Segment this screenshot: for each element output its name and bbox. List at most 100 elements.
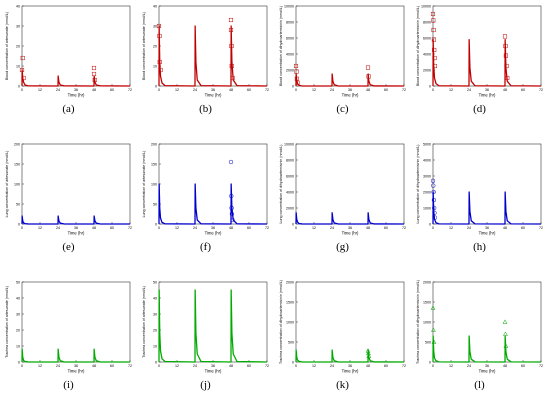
- y-tick-label: 0: [18, 223, 20, 227]
- x-tick-label: 36: [348, 226, 352, 230]
- series-line: [158, 289, 268, 363]
- x-tick-label: 60: [110, 364, 114, 368]
- y-tick-label: 30: [153, 25, 157, 29]
- data-point: [503, 53, 508, 58]
- y-tick-label: 50: [16, 203, 20, 207]
- x-tick-label: 12: [175, 226, 179, 230]
- y-axis-label: Trachea concentration of artesunate (nmo…: [5, 286, 9, 358]
- x-tick-label: 12: [449, 364, 453, 368]
- y-tick-label: 10000: [284, 5, 294, 9]
- x-tick-label: 12: [449, 226, 453, 230]
- y-tick-label: 5000: [423, 143, 431, 147]
- y-tick-label: 0: [155, 85, 157, 89]
- chart-panel-i: 0 10 20 30 40 50 0 12 24 36 48 60 72 Time (hr) Trachea…: [0, 276, 137, 414]
- y-tick-label: 2000: [423, 69, 431, 73]
- y-tick-label: 4000: [423, 53, 431, 57]
- data-point: [293, 63, 299, 69]
- y-tick-label: 40: [153, 297, 157, 301]
- y-tick-label: 0: [429, 85, 431, 89]
- data-point: [157, 33, 162, 39]
- chart-panel-e: 0 50 100 150 200 0 12 24 36 48 60 72 Time (hr) Lung c…: [0, 138, 137, 276]
- plot-frame: [432, 143, 542, 225]
- data-point: [91, 65, 97, 71]
- data-point: [229, 43, 234, 49]
- x-tick-label: 72: [128, 88, 132, 92]
- data-point: [432, 215, 438, 220]
- data-point: [228, 27, 234, 33]
- chart-panel-k: 0 500 1000 1500 2000 0 12 24 36 48 60 72 Time (hr) Tr…: [274, 276, 411, 414]
- x-tick-label: 24: [56, 88, 60, 92]
- y-tick-label: 0: [429, 223, 431, 227]
- x-tick-label: 72: [539, 88, 543, 92]
- x-tick-label: 36: [485, 364, 489, 368]
- plot-frame: [295, 5, 405, 87]
- y-axis-label: Blood concentration of artesunate (nmol/…: [142, 12, 146, 80]
- x-tick-label: 24: [56, 364, 60, 368]
- y-axis-label: Blood concentration of artesunate (nmol/…: [5, 12, 9, 80]
- x-tick-label: 0: [158, 364, 160, 368]
- y-tick-label: 4000: [286, 53, 294, 57]
- chart-panel-h: 0 1000 2000 3000 4000 5000 0 12 24 36 48 60 72 Time (…: [411, 138, 548, 276]
- x-tick-label: 12: [175, 364, 179, 368]
- panel-letter: (f): [200, 241, 211, 253]
- x-tick-label: 24: [467, 88, 471, 92]
- x-tick-label: 48: [366, 364, 370, 368]
- data-point: [430, 305, 436, 310]
- x-axis-label: Time (hr): [68, 231, 85, 236]
- x-tick-label: 72: [265, 364, 269, 368]
- x-tick-label: 60: [110, 226, 114, 230]
- x-tick-label: 12: [312, 364, 316, 368]
- x-tick-label: 36: [348, 364, 352, 368]
- y-tick-label: 150: [151, 163, 157, 167]
- panel-letter: (l): [474, 379, 485, 391]
- plot-frame: [295, 143, 405, 225]
- panel-letter: (j): [200, 379, 211, 391]
- data-point: [229, 211, 235, 217]
- data-point: [432, 55, 437, 61]
- x-tick-label: 36: [74, 226, 78, 230]
- y-tick-label: 40: [16, 297, 20, 301]
- data-point: [431, 197, 437, 203]
- y-tick-label: 4000: [286, 191, 294, 195]
- y-tick-label: 200: [14, 143, 20, 147]
- data-point: [503, 43, 508, 49]
- chart-panel-f: 0 50 100 150 200 0 12 24 36 48 60 72 Time (hr) Lung c…: [137, 138, 274, 276]
- y-tick-label: 150: [14, 163, 20, 167]
- y-tick-label: 50: [153, 281, 157, 285]
- data-point: [504, 63, 509, 69]
- plot-frame: [158, 5, 268, 87]
- y-axis-label: Trachea concentration of dihydroartemisi…: [279, 280, 283, 364]
- x-tick-label: 0: [432, 88, 434, 92]
- plot-frame: [432, 5, 542, 87]
- data-point: [294, 76, 299, 81]
- y-axis-label: Trachea concentration of artesunate (nmo…: [142, 286, 146, 358]
- y-tick-label: 100: [14, 183, 20, 187]
- x-tick-label: 24: [330, 364, 334, 368]
- y-tick-label: 0: [292, 85, 294, 89]
- data-point: [431, 327, 436, 332]
- x-axis-label: Time (hr): [342, 231, 359, 236]
- x-tick-label: 0: [432, 364, 434, 368]
- x-axis-label: Time (hr): [205, 231, 222, 236]
- data-point: [230, 217, 235, 223]
- x-tick-label: 72: [128, 226, 132, 230]
- series-line: [295, 349, 405, 363]
- x-axis-label: Time (hr): [342, 93, 359, 98]
- series-line: [21, 69, 131, 87]
- data-point: [431, 37, 436, 42]
- x-axis-label: Time (hr): [342, 369, 359, 374]
- x-tick-label: 48: [503, 226, 507, 230]
- x-tick-label: 60: [521, 364, 525, 368]
- data-point: [502, 319, 508, 324]
- plot-frame: [21, 5, 131, 87]
- y-tick-label: 10: [153, 65, 157, 69]
- x-tick-label: 36: [211, 364, 215, 368]
- x-tick-label: 60: [384, 88, 388, 92]
- data-point: [502, 34, 508, 39]
- y-tick-label: 6000: [286, 37, 294, 41]
- y-tick-label: 2000: [286, 281, 294, 285]
